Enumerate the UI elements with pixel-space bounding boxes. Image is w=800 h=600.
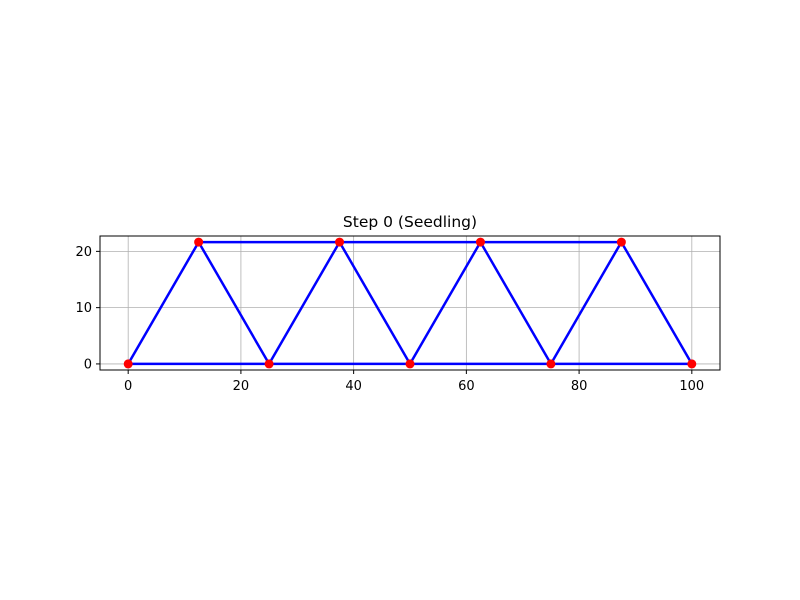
x-tick-label: 100 xyxy=(679,379,704,394)
truss-node xyxy=(616,237,626,247)
truss-nodes xyxy=(123,237,697,369)
truss-node xyxy=(123,359,133,369)
x-tick-label: 40 xyxy=(345,379,362,394)
y-tick-label: 0 xyxy=(84,357,92,372)
y-tick-label: 20 xyxy=(75,245,92,260)
x-tick-label: 20 xyxy=(233,379,250,394)
truss-member xyxy=(268,241,341,365)
y-tick-label: 10 xyxy=(75,301,92,316)
truss-node xyxy=(475,237,485,247)
truss-member xyxy=(338,241,412,365)
truss-node xyxy=(264,359,274,369)
x-tick-label: 80 xyxy=(571,379,588,394)
truss-node xyxy=(405,359,415,369)
truss-node xyxy=(194,237,204,247)
x-tick-label: 60 xyxy=(458,379,475,394)
truss-member xyxy=(549,241,623,365)
truss-node xyxy=(687,359,697,369)
axes-border xyxy=(99,235,721,371)
truss-members xyxy=(127,240,693,366)
truss-member xyxy=(127,241,200,365)
chart-title: Step 0 (Seedling) xyxy=(343,213,477,231)
axes-frame xyxy=(99,235,721,371)
truss-member xyxy=(197,241,271,365)
truss-node xyxy=(546,359,556,369)
truss-member xyxy=(479,241,552,365)
truss-member xyxy=(408,241,482,365)
axis-ticks: 0 20 40 60 80 100 0 10 20 xyxy=(75,245,704,394)
x-tick-label: 0 xyxy=(124,379,132,394)
truss-node xyxy=(335,237,345,247)
truss-member xyxy=(620,241,693,365)
